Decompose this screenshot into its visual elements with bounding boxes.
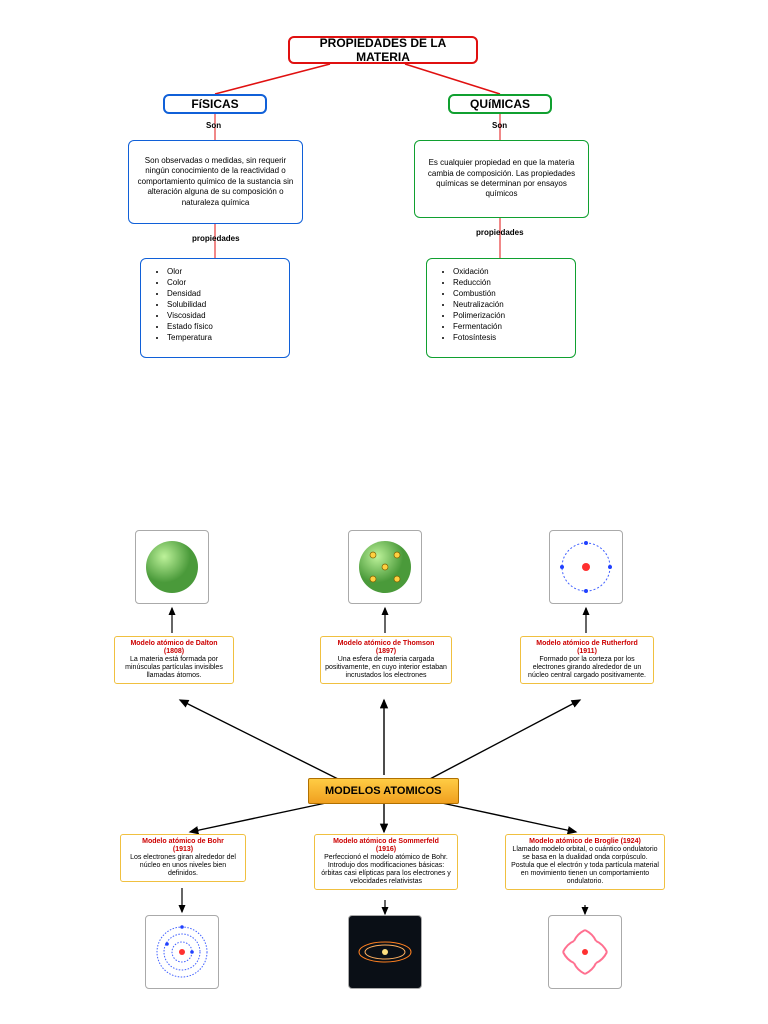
quimicas-item: Neutralización <box>453 300 505 309</box>
quimicas-son-label: Son <box>492 121 507 130</box>
quimicas-item: Reducción <box>453 278 505 287</box>
bohr-image <box>145 915 219 989</box>
fisicas-son-label: Son <box>206 121 221 130</box>
quimicas-item: Combustión <box>453 289 505 298</box>
fisicas-item: Solubilidad <box>167 300 213 309</box>
fisicas-item: Temperatura <box>167 333 213 342</box>
main-title: PROPIEDADES DE LA MATERIA <box>288 36 478 64</box>
thomson-box: Modelo atómico de Thomson (1897) Una esf… <box>320 636 452 684</box>
fisicas-list: Olor Color Densidad Solubilidad Viscosidad Es… <box>140 258 290 358</box>
modelos-atomicos-title: MODELOS ATOMICOS <box>308 778 459 804</box>
broglie-text: Llamado modelo orbital, o cuántico ondul… <box>511 846 659 885</box>
dalton-text: La materia está formada por minúsculas p… <box>125 656 223 679</box>
broglie-image <box>548 915 622 989</box>
bohr-box: Modelo atómico de Bohr (1913) Los electr… <box>120 834 246 882</box>
thomson-text: Una esfera de materia cargada positivame… <box>325 656 447 679</box>
fisicas-item: Viscosidad <box>167 311 213 320</box>
rutherford-box: Modelo atómico de Rutherford (1911) Form… <box>520 636 654 684</box>
quimicas-list: Oxidación Reducción Combustión Neutralizaci… <box>426 258 576 358</box>
fisicas-item: Color <box>167 278 213 287</box>
sommerfeld-image <box>348 915 422 989</box>
sommerfeld-text: Perfeccionó el modelo atómico de Bohr. I… <box>321 854 451 885</box>
fisicas-header: FíSICAS <box>163 94 267 114</box>
quimicas-item: Polimerización <box>453 311 505 320</box>
bohr-text: Los electrones giran alrededor del núcle… <box>130 854 236 877</box>
fisicas-desc: Son observadas o medidas, sin requerir n… <box>128 140 303 224</box>
dalton-image <box>135 530 209 604</box>
quimicas-desc: Es cualquier propiedad en que la materia… <box>414 140 589 218</box>
quimicas-item: Oxidación <box>453 267 505 276</box>
quimicas-prop-label: propiedades <box>476 228 524 237</box>
quimicas-item: Fermentación <box>453 322 505 331</box>
rutherford-image <box>549 530 623 604</box>
rutherford-text: Formado por la corteza por los electrone… <box>528 656 646 679</box>
quimicas-item: Fotosíntesis <box>453 333 505 342</box>
dalton-box: Modelo atómico de Dalton (1808) La mater… <box>114 636 234 684</box>
fisicas-item: Olor <box>167 267 213 276</box>
broglie-box: Modelo atómico de Broglie (1924) Llamado… <box>505 834 665 890</box>
fisicas-prop-label: propiedades <box>192 234 240 243</box>
quimicas-header: QUíMICAS <box>448 94 552 114</box>
fisicas-item: Estado físico <box>167 322 213 331</box>
thomson-image <box>348 530 422 604</box>
fisicas-item: Densidad <box>167 289 213 298</box>
sommerfeld-box: Modelo atómico de Sommerfeld (1916) Perf… <box>314 834 458 890</box>
